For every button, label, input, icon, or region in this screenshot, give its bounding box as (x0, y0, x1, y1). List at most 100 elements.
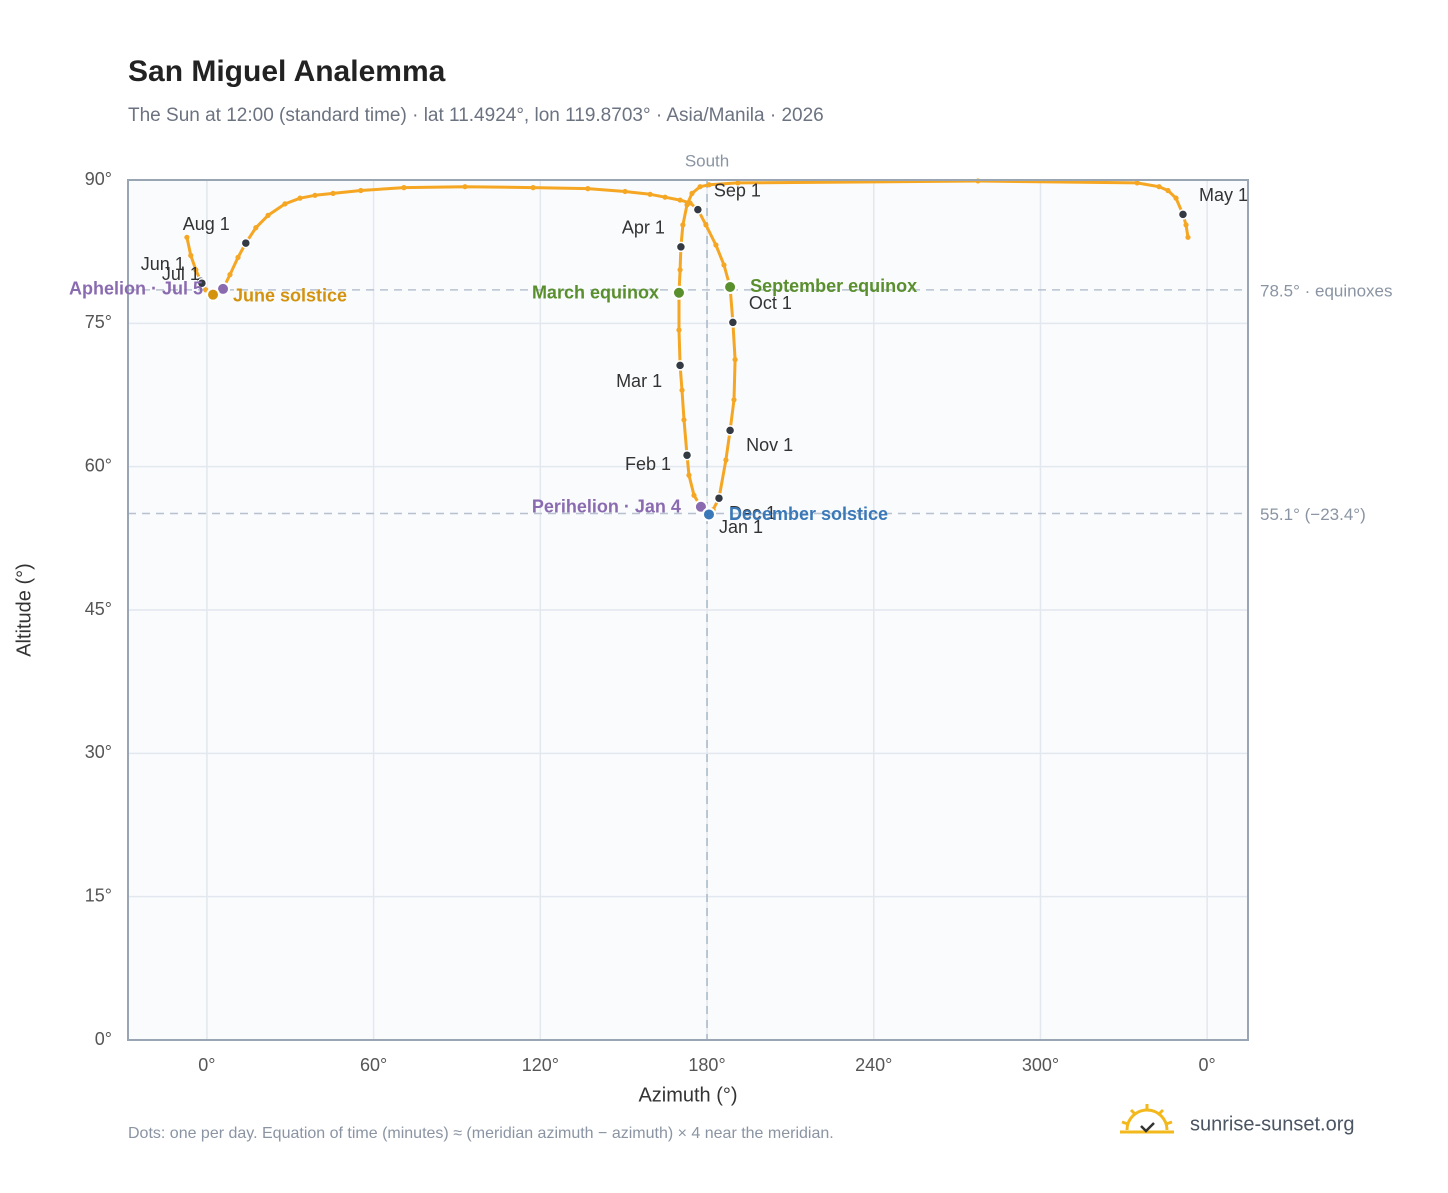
event-label: Aphelion · Jul 5 (69, 279, 203, 299)
day-dot (235, 254, 241, 260)
month-marker (681, 449, 693, 461)
day-dot (721, 262, 727, 268)
month-marker (724, 425, 736, 436)
day-dot (297, 195, 303, 201)
day-dot (1134, 180, 1140, 186)
day-dot (1165, 187, 1171, 194)
day-dot (647, 191, 653, 197)
month-marker (692, 204, 704, 215)
day-dot (622, 188, 628, 195)
y-tick-label: 45° (85, 599, 112, 619)
day-dot (731, 397, 737, 403)
day-dot (1183, 222, 1189, 228)
day-dot (680, 222, 686, 228)
footnote: Dots: one per day. Equation of time (min… (128, 1125, 834, 1142)
day-dot (691, 492, 697, 498)
event-marker (206, 287, 221, 302)
x-tick-label: 120° (522, 1055, 559, 1075)
day-dot (188, 252, 194, 259)
y-tick-label: 30° (85, 742, 112, 762)
x-axis-label: Azimuth (°) (638, 1084, 737, 1106)
month-label: May 1 (1199, 185, 1248, 205)
y-axis-label: Altitude (°) (13, 563, 35, 657)
day-dot (689, 190, 695, 196)
brand-logo (1120, 1104, 1174, 1134)
day-dot (401, 185, 407, 191)
day-dot (193, 267, 199, 273)
day-dot (676, 327, 682, 333)
event-marker (671, 285, 686, 300)
x-tick-label: 240° (855, 1055, 892, 1075)
day-dot (227, 272, 233, 278)
x-tick-label: 0° (1199, 1055, 1216, 1075)
event-label: June solstice (233, 285, 347, 305)
event-label: Perihelion · Jan 4 (532, 497, 681, 517)
month-label: Jul 1 (162, 264, 200, 284)
day-dot (687, 200, 693, 206)
event-marker (723, 280, 738, 295)
month-marker (727, 317, 739, 328)
month-label: Mar 1 (616, 371, 662, 391)
day-dot (662, 194, 668, 200)
month-marker (240, 237, 252, 249)
meridian-label: South (685, 151, 729, 170)
month-marker (713, 492, 725, 504)
chart-title: San Miguel Analemma (128, 55, 446, 88)
y-tick-label: 75° (85, 312, 112, 332)
x-tick-label: 60° (360, 1055, 387, 1075)
day-dot (265, 212, 271, 218)
day-dot (1185, 234, 1191, 240)
chart-subtitle: The Sun at 12:00 (standard time) · lat 1… (128, 105, 824, 126)
month-label: Sep 1 (714, 180, 761, 200)
day-dot (1156, 184, 1162, 190)
month-marker (1177, 209, 1189, 220)
day-dot (330, 190, 336, 196)
event-label: December solstice (729, 504, 888, 524)
event-label: March equinox (532, 283, 659, 303)
day-dot (723, 457, 729, 463)
day-dot (184, 234, 190, 240)
day-dot (681, 417, 687, 423)
month-label: Aug 1 (183, 214, 230, 234)
x-tick-label: 180° (688, 1055, 725, 1075)
day-dot (530, 185, 536, 191)
month-label: Jan 1 (719, 517, 763, 537)
month-label: Jun 1 (141, 254, 185, 274)
day-dot (686, 472, 692, 478)
day-dot (677, 267, 683, 273)
y-tick-label: 0° (95, 1029, 112, 1049)
x-tick-label: 300° (1022, 1055, 1059, 1075)
month-marker (675, 241, 687, 253)
y-tick-label: 15° (85, 885, 112, 905)
day-dot (677, 197, 683, 203)
reference-label: 78.5° · equinoxes (1260, 281, 1393, 300)
day-dot (585, 186, 591, 192)
month-label: Apr 1 (622, 218, 665, 238)
day-dot (706, 182, 712, 188)
reference-label: 55.1° (−23.4°) (1260, 505, 1366, 524)
day-dot (679, 387, 685, 393)
day-dot (697, 184, 703, 190)
day-dot (713, 242, 719, 248)
day-dot (312, 192, 318, 198)
day-dot (253, 225, 259, 231)
day-dot (462, 184, 468, 190)
event-label: September equinox (750, 276, 917, 296)
day-dot (732, 357, 738, 363)
day-dot (358, 187, 364, 194)
x-tick-label: 0° (198, 1055, 215, 1075)
event-marker (701, 507, 716, 522)
month-label: Oct 1 (749, 293, 792, 313)
month-marker (674, 360, 686, 371)
y-tick-label: 90° (85, 169, 112, 189)
day-dot (735, 180, 741, 186)
y-tick-label: 60° (85, 455, 112, 475)
day-dot (1173, 195, 1179, 201)
month-marker (196, 277, 208, 289)
month-label: Nov 1 (746, 435, 793, 455)
plot-border (127, 179, 1249, 1041)
brand: sunrise-sunset.org (1190, 1113, 1355, 1135)
month-label: Feb 1 (625, 454, 671, 474)
month-label: Dec 1 (729, 503, 776, 523)
